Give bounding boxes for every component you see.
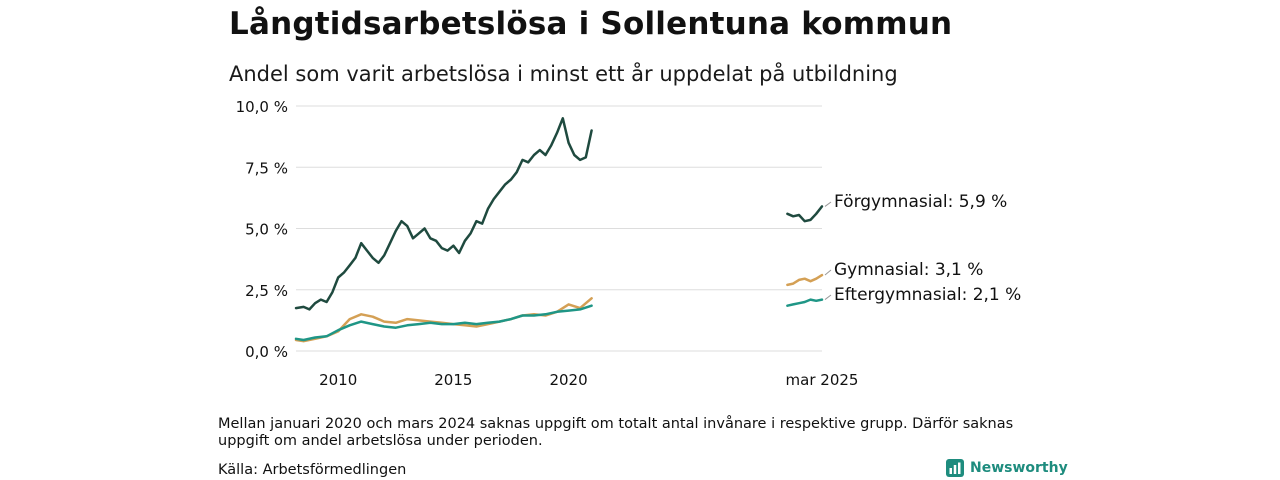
chart-title: Långtidsarbetslösa i Sollentuna kommun bbox=[229, 6, 953, 42]
y-tick-label: 2,5 % bbox=[245, 282, 288, 300]
y-tick-label: 0,0 % bbox=[245, 343, 288, 361]
x-axis: 2010 2015 2020 mar 2025 bbox=[319, 371, 858, 389]
series-line-recent-eftergymnasial bbox=[786, 298, 824, 307]
newsworthy-logo-icon bbox=[946, 459, 964, 477]
series-line-recent-förgymnasial bbox=[786, 205, 824, 223]
series-end-label: Förgymnasial: 5,9 % bbox=[834, 192, 1007, 212]
label-connector bbox=[824, 294, 832, 300]
brand-name: Newsworthy bbox=[970, 460, 1068, 476]
series-line-recent-gymnasial bbox=[786, 273, 824, 287]
x-tick-label: mar 2025 bbox=[786, 371, 859, 389]
label-connector bbox=[824, 269, 832, 276]
series-end-label: Gymnasial: 3,1 % bbox=[834, 260, 983, 280]
series-line-gymnasial bbox=[294, 297, 593, 343]
source-text: Källa: Arbetsförmedlingen bbox=[218, 462, 407, 478]
series-end-label: Eftergymnasial: 2,1 % bbox=[834, 285, 1021, 305]
series-lines bbox=[294, 117, 824, 343]
y-tick-label: 5,0 % bbox=[245, 221, 288, 239]
footnote: Mellan januari 2020 och mars 2024 saknas… bbox=[218, 416, 1014, 449]
line-chart: 0,0 % 2,5 % 5,0 % 7,5 % 10,0 % 2010 2015 2020 m… bbox=[236, 98, 1022, 389]
series-line-eftergymnasial bbox=[294, 304, 593, 342]
chart-subtitle: Andel som varit arbetslösa i minst ett å… bbox=[229, 62, 898, 86]
grid bbox=[296, 105, 822, 352]
series-line-förgymnasial bbox=[294, 117, 593, 311]
y-tick-label: 7,5 % bbox=[245, 159, 288, 177]
x-tick-label: 2010 bbox=[319, 371, 357, 389]
x-tick-label: 2015 bbox=[434, 371, 472, 389]
y-axis: 0,0 % 2,5 % 5,0 % 7,5 % 10,0 % bbox=[236, 98, 288, 361]
x-tick-label: 2020 bbox=[549, 371, 587, 389]
y-tick-label: 10,0 % bbox=[236, 98, 288, 116]
label-connector bbox=[824, 201, 832, 207]
series-labels: Förgymnasial: 5,9 % Gymnasial: 3,1 % Efter… bbox=[824, 192, 1021, 305]
brand-logo[interactable]: Newsworthy bbox=[946, 459, 1068, 477]
